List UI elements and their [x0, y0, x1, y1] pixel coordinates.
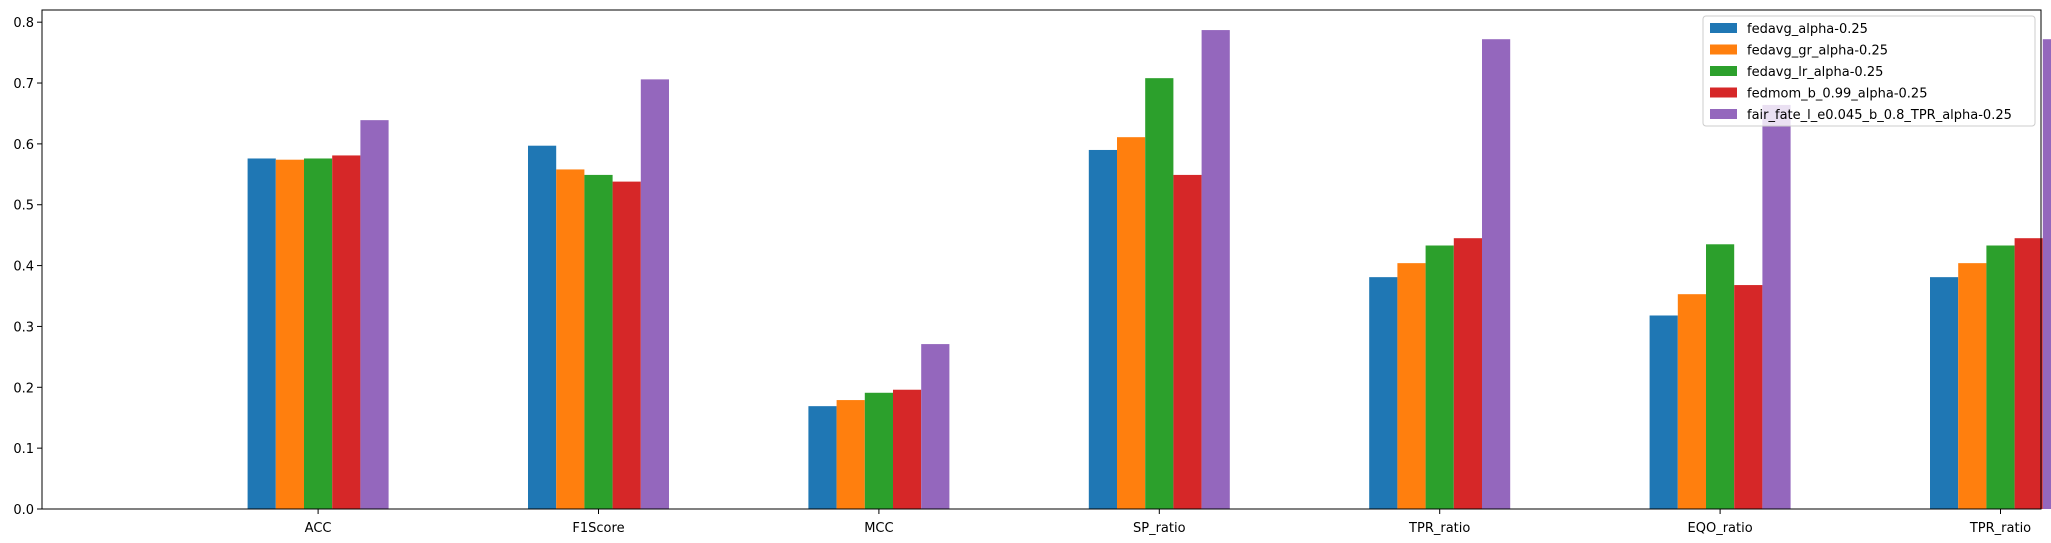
y-tick-label: 0.1	[13, 442, 34, 457]
bar-fedmom_b_0.99_alpha-0.25-4	[1453, 238, 1482, 509]
bars-layer	[247, 30, 2051, 510]
bar-fedavg_gr_alpha-0.25-2	[836, 400, 865, 509]
legend-swatch	[1710, 109, 1737, 119]
y-tick-label: 0.6	[13, 138, 34, 153]
bar-fedmom_b_0.99_alpha-0.25-2	[893, 389, 922, 509]
legend-label: fedmom_b_0.99_alpha-0.25	[1747, 87, 1927, 102]
bar-fedavg_gr_alpha-0.25-0	[275, 159, 304, 509]
legend-swatch	[1710, 87, 1737, 98]
x-tick-label: SP_ratio	[1133, 521, 1186, 536]
y-tick-label: 0.4	[13, 260, 34, 275]
x-tick-label: ACC	[305, 521, 332, 536]
bar-fedavg_gr_alpha-0.25-5	[1677, 294, 1706, 509]
legend-swatch	[1710, 66, 1737, 76]
bar-fedavg_alpha-0.25-0	[247, 158, 276, 510]
x-tick-label: MCC	[864, 521, 893, 536]
bar-fedavg_lr_alpha-0.25-3	[1145, 78, 1174, 509]
bar-fedavg_alpha-0.25-3	[1088, 149, 1117, 509]
y-tick-label: 0.7	[13, 77, 34, 92]
x-tick-label: TPR_ratio	[1408, 521, 1470, 536]
bar-fair_fate_l_e0.045_b_0.8_TPR_alpha-0.25-5	[1762, 104, 1791, 510]
legend-label: fair_fate_l_e0.045_b_0.8_TPR_alpha-0.25	[1747, 108, 2012, 123]
y-tick-label: 0.3	[13, 320, 34, 335]
legend: fedavg_alpha-0.25 fedavg_gr_alpha-0.25fed…	[1702, 15, 2036, 127]
bar-fedavg_lr_alpha-0.25-0	[304, 158, 333, 510]
bar-fedavg_alpha-0.25-4	[1369, 277, 1398, 509]
bar-fedavg_lr_alpha-0.25-4	[1425, 245, 1454, 509]
y-tick-label: 0.2	[13, 381, 34, 396]
bar-fair_fate_l_e0.045_b_0.8_TPR_alpha-0.25-2	[921, 344, 950, 509]
axes-frame	[41, 9, 2042, 510]
bar-fedavg_gr_alpha-0.25-3	[1117, 137, 1146, 509]
y-tick-label: 0.5	[13, 199, 34, 214]
bar-fedavg_lr_alpha-0.25-2	[864, 392, 893, 509]
bar-fair_fate_l_e0.045_b_0.8_TPR_alpha-0.25-6	[2042, 39, 2051, 510]
legend-box	[1702, 15, 2036, 127]
x-tick-label: F1Score	[572, 521, 624, 536]
x-tick-label: EQO_ratio	[1688, 521, 1753, 536]
y-axis: 0.0 0.1 0.2 0.3 0.4 0.5 0.6 0.7 0.8	[13, 16, 42, 518]
y-tick-label: 0.0	[13, 503, 34, 518]
bar-fedavg_alpha-0.25-2	[808, 406, 837, 509]
bar-fedmom_b_0.99_alpha-0.25-0	[332, 155, 361, 509]
legend-label: fedavg_gr_alpha-0.25	[1747, 44, 1888, 59]
legend-label: fedavg_lr_alpha-0.25	[1747, 65, 1883, 80]
bar-fedavg_lr_alpha-0.25-1	[584, 174, 613, 509]
bar-fedavg_alpha-0.25-1	[528, 145, 557, 509]
bar-fedavg_alpha-0.25-6	[1930, 277, 1959, 509]
bar-fedavg_alpha-0.25-5	[1649, 315, 1678, 509]
bar-fedavg_gr_alpha-0.25-4	[1397, 263, 1426, 509]
bar-fair_fate_l_e0.045_b_0.8_TPR_alpha-0.25-0	[360, 120, 389, 510]
bar-fedmom_b_0.99_alpha-0.25-1	[612, 181, 641, 510]
x-tick-label: TPR_ratio	[1969, 521, 2031, 536]
legend-swatch	[1710, 44, 1737, 55]
bar-fedmom_b_0.99_alpha-0.25-5	[1734, 285, 1763, 509]
bar-fedavg_lr_alpha-0.25-6	[1986, 245, 2015, 509]
x-axis: ACC F1Score MCC SP_ratio TPR_ratio EQO_ratio T…	[305, 509, 2031, 536]
bar-fair_fate_l_e0.045_b_0.8_TPR_alpha-0.25-3	[1201, 30, 1230, 510]
bar-fair_fate_l_e0.045_b_0.8_TPR_alpha-0.25-1	[640, 79, 669, 510]
bar-fair_fate_l_e0.045_b_0.8_TPR_alpha-0.25-4	[1482, 39, 1511, 510]
legend-label: fedavg_alpha-0.25	[1747, 22, 1868, 37]
legend-swatch	[1710, 23, 1737, 33]
bar-fedmom_b_0.99_alpha-0.25-3	[1173, 174, 1202, 509]
bar-fedavg_gr_alpha-0.25-1	[556, 169, 585, 509]
bar-fedavg_lr_alpha-0.25-5	[1706, 244, 1735, 510]
bar-fedavg_gr_alpha-0.25-6	[1958, 263, 1987, 509]
bar-fedmom_b_0.99_alpha-0.25-6	[2014, 238, 2043, 509]
y-tick-label: 0.8	[13, 16, 34, 31]
